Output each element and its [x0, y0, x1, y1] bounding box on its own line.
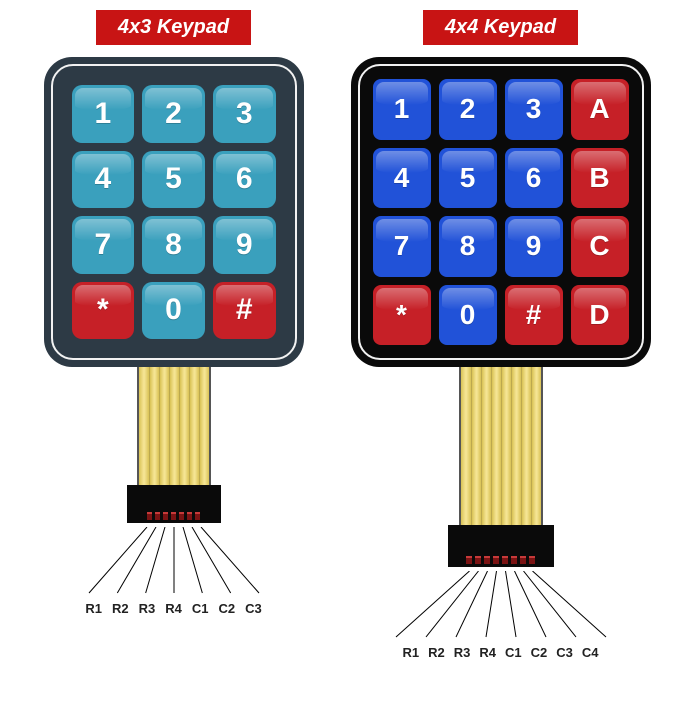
pins-4x3	[147, 512, 200, 520]
pin	[511, 556, 517, 564]
key-4x3-4[interactable]: 4	[72, 151, 135, 209]
wire	[511, 365, 521, 525]
pin-label-C2: C2	[218, 601, 235, 616]
ribbon-4x4	[459, 365, 543, 525]
pin-label-C4: C4	[582, 645, 599, 660]
title-4x3: 4x3 Keypad	[96, 10, 251, 45]
pin-labels-4x4: R1 R2 R3 R4 C1 C2 C3 C4	[403, 645, 599, 660]
pin-label-C1: C1	[192, 601, 209, 616]
key-4x3-#[interactable]: #	[213, 282, 276, 340]
wire	[461, 365, 471, 525]
pin-label-R1: R1	[85, 601, 102, 616]
title-4x4: 4x4 Keypad	[423, 10, 578, 45]
pin	[529, 556, 535, 564]
keypad-4x4-grid: 123A 456B 789C *0#D	[373, 79, 629, 345]
key-4x3-5[interactable]: 5	[142, 151, 205, 209]
key-4x4-7[interactable]: 7	[373, 216, 431, 277]
cable-4x4: R1 R2 R3 R4 C1 C2 C3 C4	[381, 365, 621, 660]
pin-label-R1: R1	[403, 645, 420, 660]
pin	[171, 512, 176, 520]
pin	[493, 556, 499, 564]
pin-label-R3: R3	[139, 601, 156, 616]
pin-label-R3: R3	[454, 645, 471, 660]
pin-label-R2: R2	[112, 601, 129, 616]
panel-4x3: 4x3 Keypad 123 456 789 *0# R1 R2 R3 R4 C1 C2 C3	[44, 10, 304, 660]
wire	[199, 365, 209, 485]
key-4x4-0[interactable]: 0	[439, 285, 497, 346]
wire	[471, 365, 481, 525]
wire	[521, 365, 531, 525]
key-4x3-0[interactable]: 0	[142, 282, 205, 340]
key-4x4-3[interactable]: 3	[505, 79, 563, 140]
key-4x4-5[interactable]: 5	[439, 148, 497, 209]
key-4x4-1[interactable]: 1	[373, 79, 431, 140]
pin-label-R4: R4	[479, 645, 496, 660]
key-4x3-8[interactable]: 8	[142, 216, 205, 274]
key-4x4-#[interactable]: #	[505, 285, 563, 346]
key-4x4-B[interactable]: B	[571, 148, 629, 209]
key-4x3-*[interactable]: *	[72, 282, 135, 340]
pin-label-C3: C3	[556, 645, 573, 660]
pin-label-R4: R4	[165, 601, 182, 616]
pin	[475, 556, 481, 564]
key-4x4-4[interactable]: 4	[373, 148, 431, 209]
key-4x4-A[interactable]: A	[571, 79, 629, 140]
wire	[159, 365, 169, 485]
keypad-4x4-housing: 123A 456B 789C *0#D	[351, 57, 651, 367]
connector-4x3	[127, 485, 221, 523]
cable-4x3: R1 R2 R3 R4 C1 C2 C3	[74, 365, 274, 616]
key-4x3-7[interactable]: 7	[72, 216, 135, 274]
pin-labels-4x3: R1 R2 R3 R4 C1 C2 C3	[85, 601, 261, 616]
pin	[520, 556, 526, 564]
connector-4x4	[448, 525, 554, 567]
pin	[502, 556, 508, 564]
key-4x3-9[interactable]: 9	[213, 216, 276, 274]
pin	[147, 512, 152, 520]
key-4x4-9[interactable]: 9	[505, 216, 563, 277]
diagram-root: 4x3 Keypad 123456789*0# R1R2R3R4C1C2C3 4…	[0, 0, 694, 670]
pin	[466, 556, 472, 564]
key-4x4-D[interactable]: D	[571, 285, 629, 346]
fanout-4x3	[74, 527, 274, 599]
pin-label-C2: C2	[531, 645, 548, 660]
key-4x4-6[interactable]: 6	[505, 148, 563, 209]
wire	[139, 365, 149, 485]
key-4x4-2[interactable]: 2	[439, 79, 497, 140]
wire	[149, 365, 159, 485]
pin	[155, 512, 160, 520]
pin	[179, 512, 184, 520]
wire	[491, 365, 501, 525]
pin-label-C3: C3	[245, 601, 262, 616]
fanout-4x4	[381, 571, 621, 643]
pin	[484, 556, 490, 564]
pins-4x4	[466, 556, 535, 564]
wire	[169, 365, 179, 485]
keypad-4x3-housing: 123 456 789 *0#	[44, 57, 304, 367]
pin-label-C1: C1	[505, 645, 522, 660]
wire	[481, 365, 491, 525]
pin	[163, 512, 168, 520]
key-4x3-1[interactable]: 1	[72, 85, 135, 143]
keypad-4x3-grid: 123 456 789 *0#	[72, 85, 276, 339]
wire	[501, 365, 511, 525]
wire	[531, 365, 541, 525]
key-4x4-C[interactable]: C	[571, 216, 629, 277]
key-4x4-*[interactable]: *	[373, 285, 431, 346]
pin	[187, 512, 192, 520]
key-4x3-3[interactable]: 3	[213, 85, 276, 143]
pin-label-R2: R2	[428, 645, 445, 660]
ribbon-4x3	[137, 365, 211, 485]
panel-4x4: 4x4 Keypad 123A 456B 789C *0#D R1 R2 R3 R4 C1 C2…	[351, 10, 651, 660]
key-4x3-6[interactable]: 6	[213, 151, 276, 209]
key-4x4-8[interactable]: 8	[439, 216, 497, 277]
wire	[189, 365, 199, 485]
key-4x3-2[interactable]: 2	[142, 85, 205, 143]
wire	[179, 365, 189, 485]
pin	[195, 512, 200, 520]
